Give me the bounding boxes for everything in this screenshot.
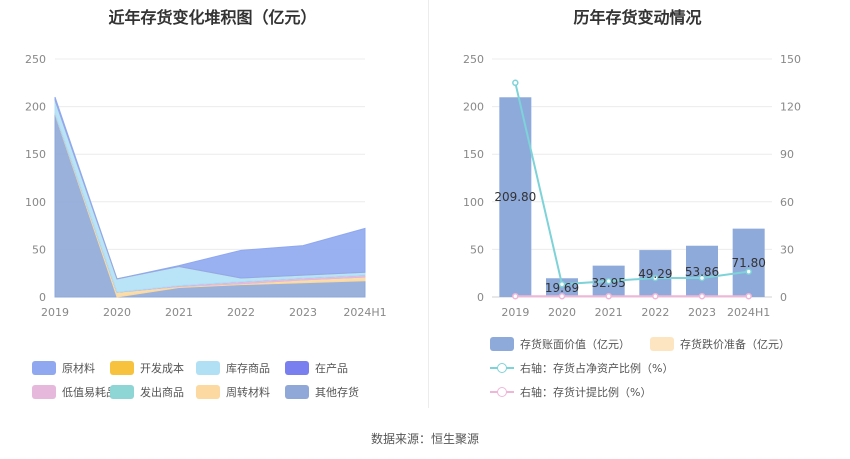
legend-swatch xyxy=(490,337,514,351)
point-impair-2020 xyxy=(558,292,566,300)
bar-2023 xyxy=(686,245,718,297)
point-ratio-2024H1 xyxy=(745,268,752,275)
legend-item-在产品[interactable]: 在产品 xyxy=(285,360,348,376)
line-ratio xyxy=(514,82,749,286)
left-ytick-label-0: 0 xyxy=(39,291,46,304)
right-xtick-label-2022: 2022 xyxy=(641,306,669,319)
point-ratio-2023 xyxy=(698,274,706,282)
point-impair-2021 xyxy=(605,292,612,300)
right-xtick-label-2024H1: 2024H1 xyxy=(727,306,770,319)
legend-swatch xyxy=(285,361,309,375)
left-ytick-label-250: 250 xyxy=(25,53,46,66)
point-ratio-2019 xyxy=(512,79,519,87)
legend-swatch xyxy=(110,385,134,399)
bar-value-label-2021: 32.95 xyxy=(591,276,625,290)
legend-label: 右轴：存货计提比例（%） xyxy=(520,386,652,399)
right-ytick-label-200: 200 xyxy=(463,101,484,114)
right-xtick-label-2021: 2021 xyxy=(595,306,623,319)
legend-swatch xyxy=(196,385,220,399)
right-ytick-label-0: 0 xyxy=(477,291,484,304)
legend-label: 开发成本 xyxy=(140,362,184,375)
point-ratio-2020 xyxy=(558,281,566,288)
panel-divider xyxy=(428,0,429,408)
legend-item-存货跌价准备（亿元）[interactable]: 存货跌价准备（亿元） xyxy=(650,336,790,352)
legend-label: 周转材料 xyxy=(226,386,270,399)
point-ratio-2021 xyxy=(605,277,612,285)
bar-2024H1 xyxy=(732,228,765,297)
legend-swatch xyxy=(650,337,674,351)
left-xtick-label-2024H1: 2024H1 xyxy=(343,306,386,319)
right-xtick-label-2023: 2023 xyxy=(688,306,716,319)
legend-swatch xyxy=(196,361,220,375)
legend-item-低值易耗品[interactable]: 低值易耗品 xyxy=(32,384,117,400)
right-y2tick-label-30: 30 xyxy=(780,243,794,256)
legend-label: 发出商品 xyxy=(140,386,184,399)
left-ytick-label-50: 50 xyxy=(32,243,46,256)
point-ratio-2022 xyxy=(652,274,659,282)
point-impair-2022 xyxy=(652,292,659,300)
area-series-原材料 xyxy=(54,96,366,280)
right-chart-title: 历年存货变动情况 xyxy=(573,8,702,27)
right-y2tick-label-150: 150 xyxy=(780,53,801,66)
legend-label: 其他存货 xyxy=(315,386,359,399)
legend-item-原材料[interactable]: 原材料 xyxy=(32,360,95,376)
legend-swatch xyxy=(490,385,514,399)
right-xtick-label-2019: 2019 xyxy=(501,306,529,319)
left-xtick-label-2019: 2019 xyxy=(41,306,69,319)
right-ytick-label-250: 250 xyxy=(463,53,484,66)
legend-label: 在产品 xyxy=(315,362,348,375)
legend-swatch xyxy=(32,385,56,399)
right-ytick-label-100: 100 xyxy=(463,196,484,209)
left-xtick-label-2021: 2021 xyxy=(165,306,193,319)
legend-item-开发成本[interactable]: 开发成本 xyxy=(110,360,184,376)
bar-value-label-2023: 53.86 xyxy=(685,265,719,279)
right-xtick-label-2020: 2020 xyxy=(548,306,576,319)
legend-swatch xyxy=(285,385,309,399)
bar-value-label-2019: 209.80 xyxy=(494,190,536,204)
point-impair-2024H1 xyxy=(745,292,752,300)
right-y2tick-label-120: 120 xyxy=(780,101,801,114)
legend-label: 存货跌价准备（亿元） xyxy=(680,338,790,351)
data-source: 数据来源：恒生聚源 xyxy=(370,432,479,446)
legend-item-库存商品[interactable]: 库存商品 xyxy=(196,360,270,376)
legend-label: 低值易耗品 xyxy=(62,386,117,399)
point-impair-2019 xyxy=(512,292,519,300)
legend-swatch xyxy=(490,361,514,375)
point-impair-2023 xyxy=(698,292,706,300)
bar-2022 xyxy=(639,250,672,297)
legend-label: 原材料 xyxy=(62,362,95,375)
legend-item-存货账面价值（亿元）[interactable]: 存货账面价值（亿元） xyxy=(490,336,630,352)
right-y2tick-label-0: 0 xyxy=(780,291,787,304)
right-y2tick-label-60: 60 xyxy=(780,196,794,209)
left-xtick-label-2020: 2020 xyxy=(103,306,131,319)
left-ytick-label-200: 200 xyxy=(25,101,46,114)
legend-swatch xyxy=(110,361,134,375)
bar-value-label-2024H1: 71.80 xyxy=(731,256,765,270)
legend-label: 库存商品 xyxy=(226,362,270,375)
right-ytick-label-50: 50 xyxy=(470,243,484,256)
right-y2tick-label-90: 90 xyxy=(780,148,794,161)
legend-item-周转材料[interactable]: 周转材料 xyxy=(196,384,270,400)
legend-item-发出商品[interactable]: 发出商品 xyxy=(110,384,184,400)
left-chart-title: 近年存货变化堆积图（亿元） xyxy=(108,8,317,27)
right-ytick-label-150: 150 xyxy=(463,148,484,161)
legend-item-右轴：存货占净资产比例（%）[interactable]: 右轴：存货占净资产比例（%） xyxy=(490,360,673,376)
bar-value-label-2022: 49.29 xyxy=(638,267,672,281)
left-xtick-label-2023: 2023 xyxy=(289,306,317,319)
legend-item-其他存货[interactable]: 其他存货 xyxy=(285,384,359,400)
left-ytick-label-150: 150 xyxy=(25,148,46,161)
legend-item-右轴：存货计提比例（%）[interactable]: 右轴：存货计提比例（%） xyxy=(490,384,651,400)
legend-label: 存货账面价值（亿元） xyxy=(520,338,630,351)
bar-value-label-2020: 19.69 xyxy=(545,281,579,295)
left-xtick-label-2022: 2022 xyxy=(227,306,255,319)
legend-label: 右轴：存货占净资产比例（%） xyxy=(520,362,674,375)
left-ytick-label-100: 100 xyxy=(25,196,46,209)
legend-swatch xyxy=(32,361,56,375)
